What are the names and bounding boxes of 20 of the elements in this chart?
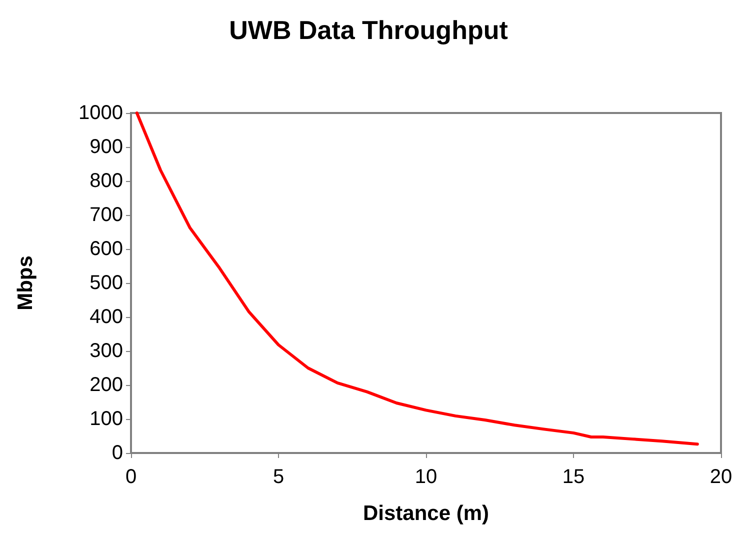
y-tick-label: 100	[90, 408, 123, 430]
y-tick-label: 600	[90, 238, 123, 260]
y-tick-label: 500	[90, 272, 123, 294]
x-tick-label: 0	[125, 466, 137, 488]
y-tick-label: 900	[90, 136, 123, 158]
x-tick-label: 5	[272, 466, 284, 488]
y-tick-label: 0	[112, 442, 123, 464]
line-series	[135, 112, 699, 446]
y-tick-label: 800	[90, 170, 123, 192]
y-axis-title: Mbps	[14, 256, 37, 310]
x-axis-title: Distance (m)	[362, 502, 490, 525]
x-tick-label: 15	[562, 466, 585, 488]
x-tick-label: 20	[710, 466, 732, 488]
y-tick-label: 700	[90, 204, 123, 226]
y-tick-label: 400	[90, 306, 123, 328]
y-tick-label: 300	[90, 340, 123, 362]
chart-title: UWB Data Throughput	[229, 15, 508, 45]
y-tick-label: 200	[90, 374, 123, 396]
x-tick-label: 10	[414, 466, 438, 488]
y-tick-label: 1000	[78, 102, 123, 124]
